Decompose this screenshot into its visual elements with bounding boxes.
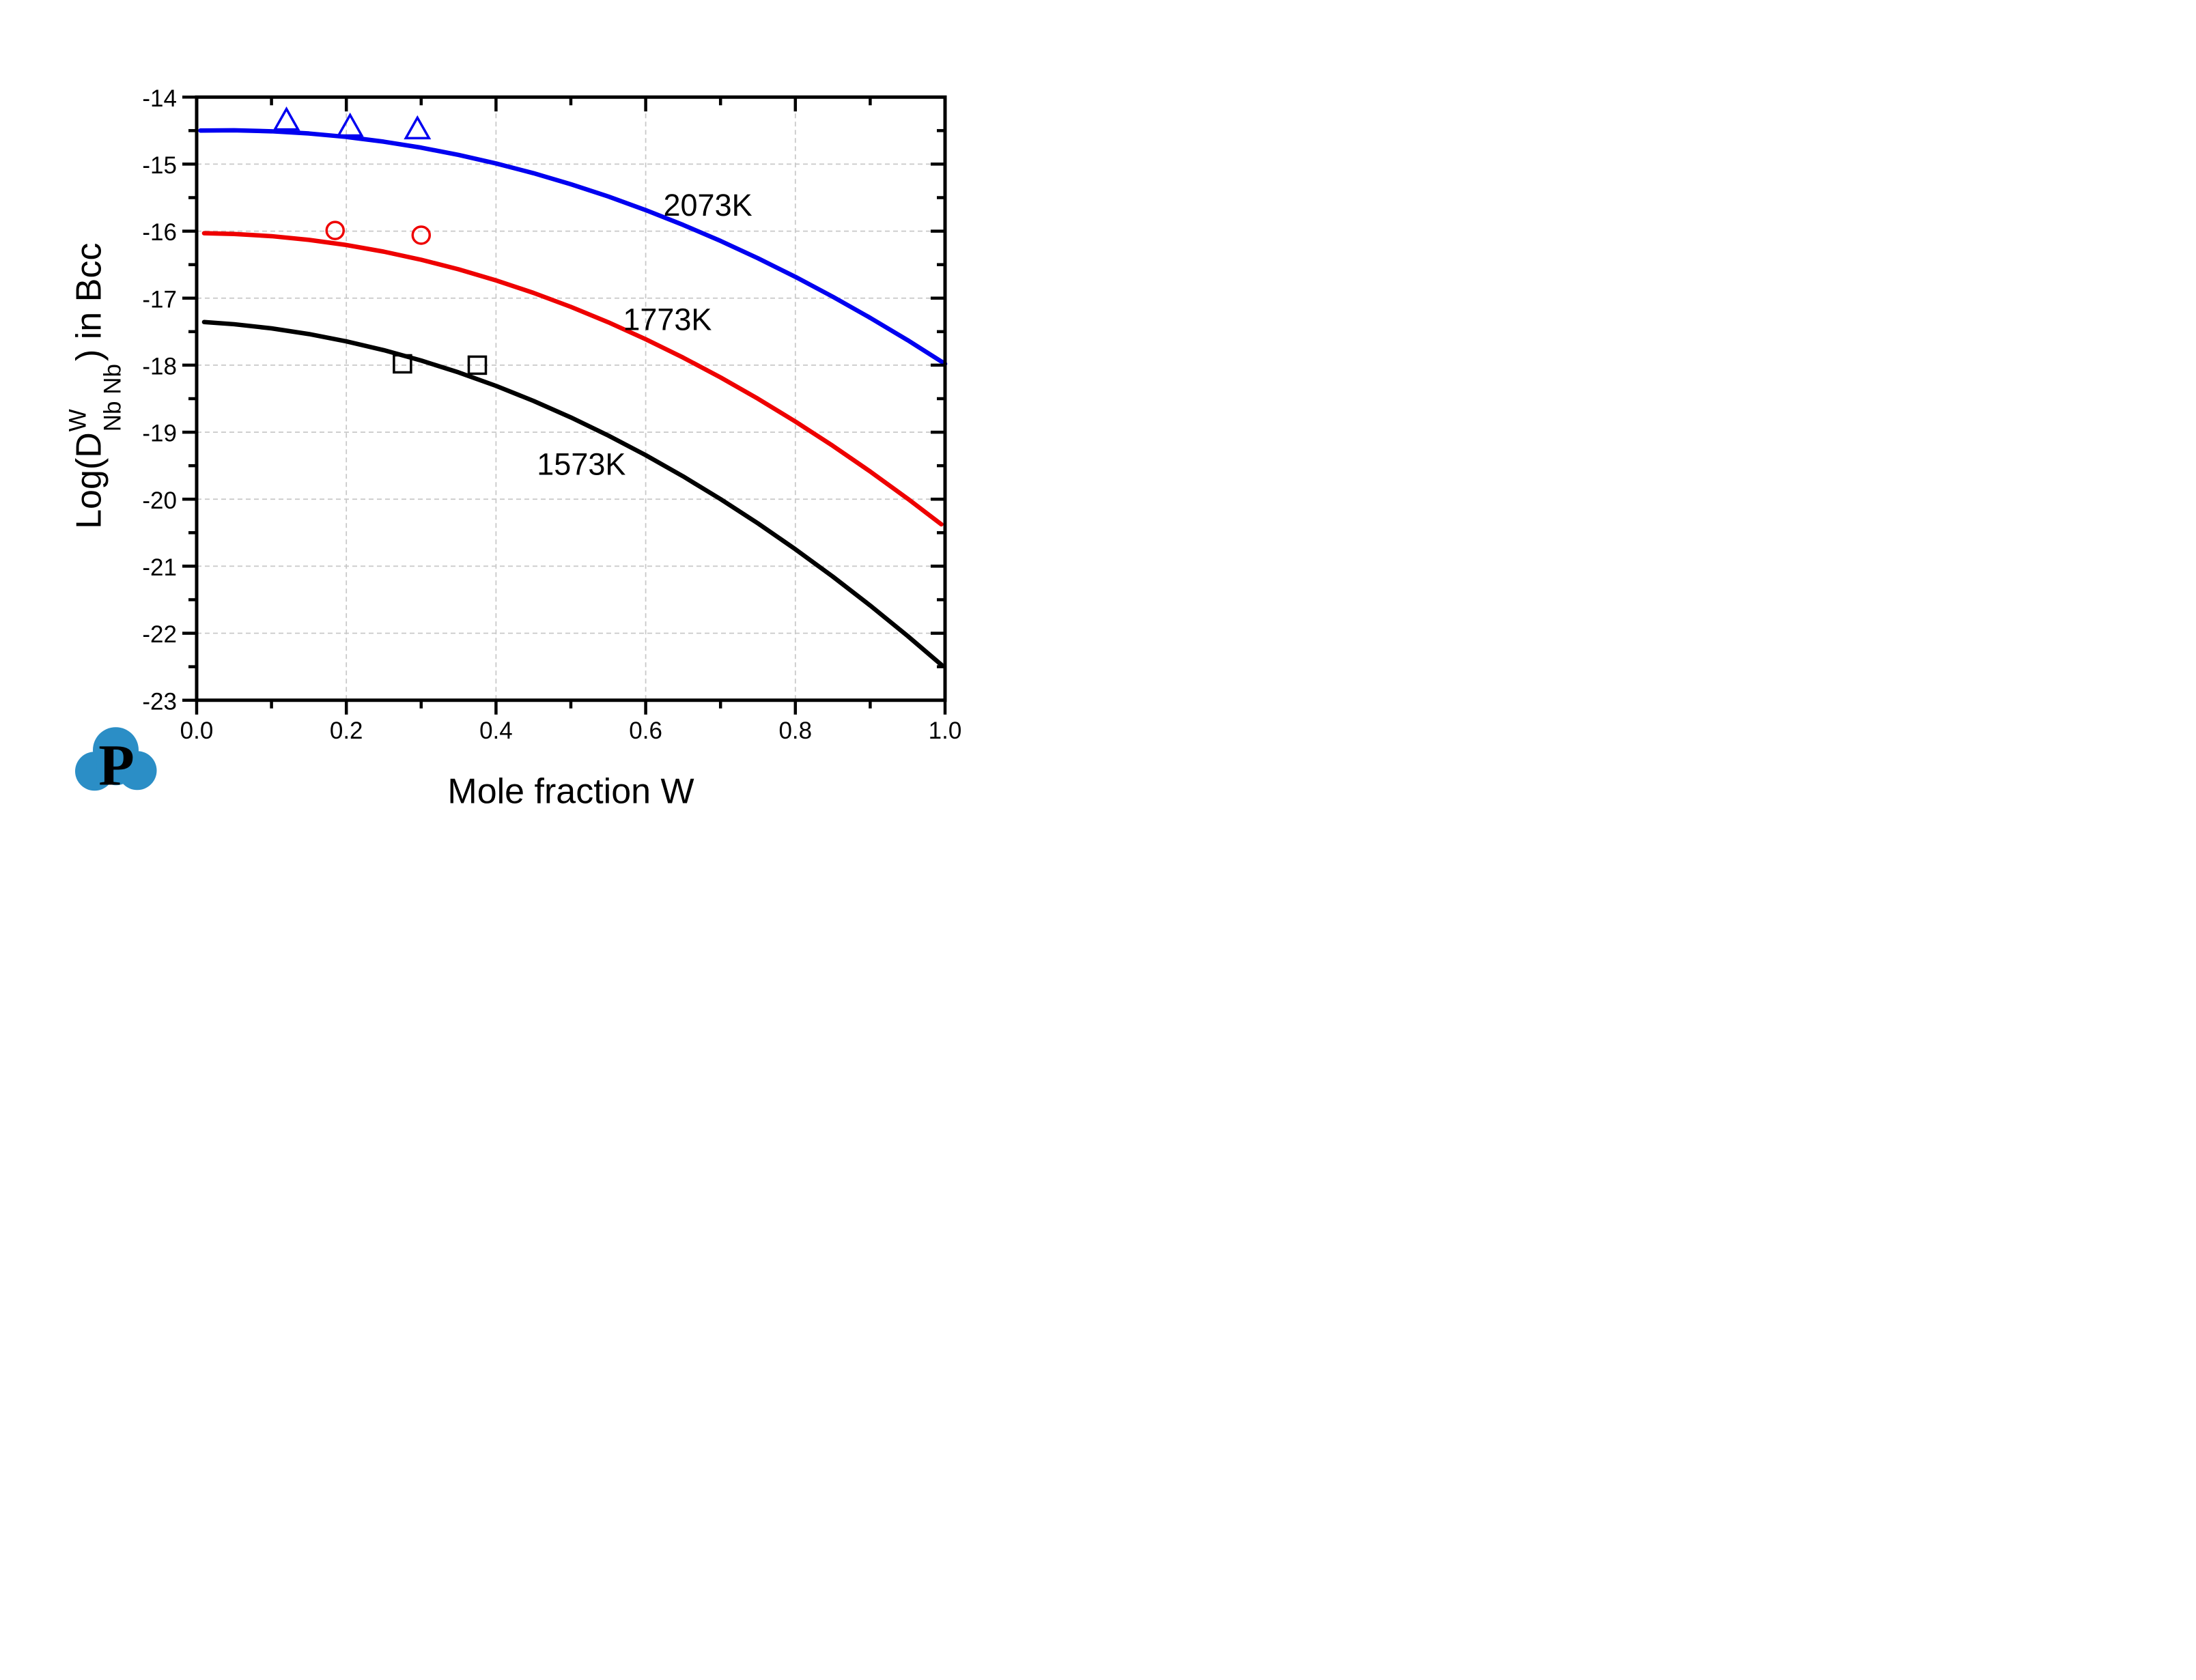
figure-page: 0.0 0.2 0.4 0.6 0.8 1.0 -14 -15 -16 -17 -18 -19 -20… <box>0 0 1098 840</box>
x-axis-title: Mole fraction W <box>447 771 694 811</box>
y-axis-title-superscript: W <box>65 409 92 431</box>
x-tick-label: 1.0 <box>929 717 962 744</box>
x-tick-labels: 0.0 0.2 0.4 0.6 0.8 1.0 <box>180 717 962 744</box>
y-tick-labels: -14 -15 -16 -17 -18 -19 -20 -21 -22 -23 <box>142 85 177 715</box>
x-tick-label: 0.2 <box>330 717 363 744</box>
software-logo: P <box>75 727 157 797</box>
gridlines <box>197 97 945 700</box>
triangle-marker <box>404 115 432 140</box>
y-tick-label: -20 <box>142 487 177 514</box>
logo-cloud-center-fill <box>96 745 136 786</box>
square-marker <box>467 355 488 375</box>
x-tick-label: 0.8 <box>778 717 812 744</box>
curve-label-1573K: 1573K <box>537 447 625 482</box>
y-tick-label: -22 <box>142 621 177 648</box>
data-point-markers <box>272 106 488 375</box>
triangle-marker <box>272 106 300 131</box>
triangle-marker <box>336 112 364 137</box>
y-tick-label: -18 <box>142 353 177 380</box>
curve-temperature-labels: 2073K 1773K 1573K <box>537 188 752 482</box>
y-tick-label: -21 <box>142 554 177 581</box>
curve-1773K <box>201 231 944 527</box>
y-axis-title-prefix: Log(D <box>70 432 109 529</box>
y-tick-label: -16 <box>142 219 177 246</box>
x-tick-label: 0.6 <box>629 717 662 744</box>
curve-label-2073K: 2073K <box>664 188 752 223</box>
y-axis-title: Log(D W Nb Nb ) in Bcc <box>65 243 126 529</box>
logo-letter: P <box>98 732 135 797</box>
x-tick-label: 0.0 <box>180 717 214 744</box>
diffusivity-chart: 0.0 0.2 0.4 0.6 0.8 1.0 -14 -15 -16 -17 -18 -19 -20… <box>65 85 962 812</box>
y-axis-title-suffix: ) in Bcc <box>70 243 109 361</box>
x-tick-label: 0.4 <box>479 717 513 744</box>
y-tick-label: -23 <box>142 688 177 715</box>
y-tick-label: -14 <box>142 85 177 112</box>
temperature-curves <box>198 128 948 667</box>
axis-ticks <box>182 96 947 715</box>
curve-2073K <box>198 128 948 367</box>
y-tick-label: -19 <box>142 421 177 447</box>
y-tick-label: -17 <box>142 286 177 313</box>
circle-marker <box>411 225 432 245</box>
square-marker <box>393 354 412 374</box>
circle-marker <box>325 220 346 240</box>
curve-label-1773K: 1773K <box>623 302 712 337</box>
curve-1573K <box>201 319 944 667</box>
y-tick-label: -15 <box>142 152 177 179</box>
y-axis-title-subscript: Nb Nb <box>100 364 126 431</box>
plot-frame <box>195 95 947 702</box>
